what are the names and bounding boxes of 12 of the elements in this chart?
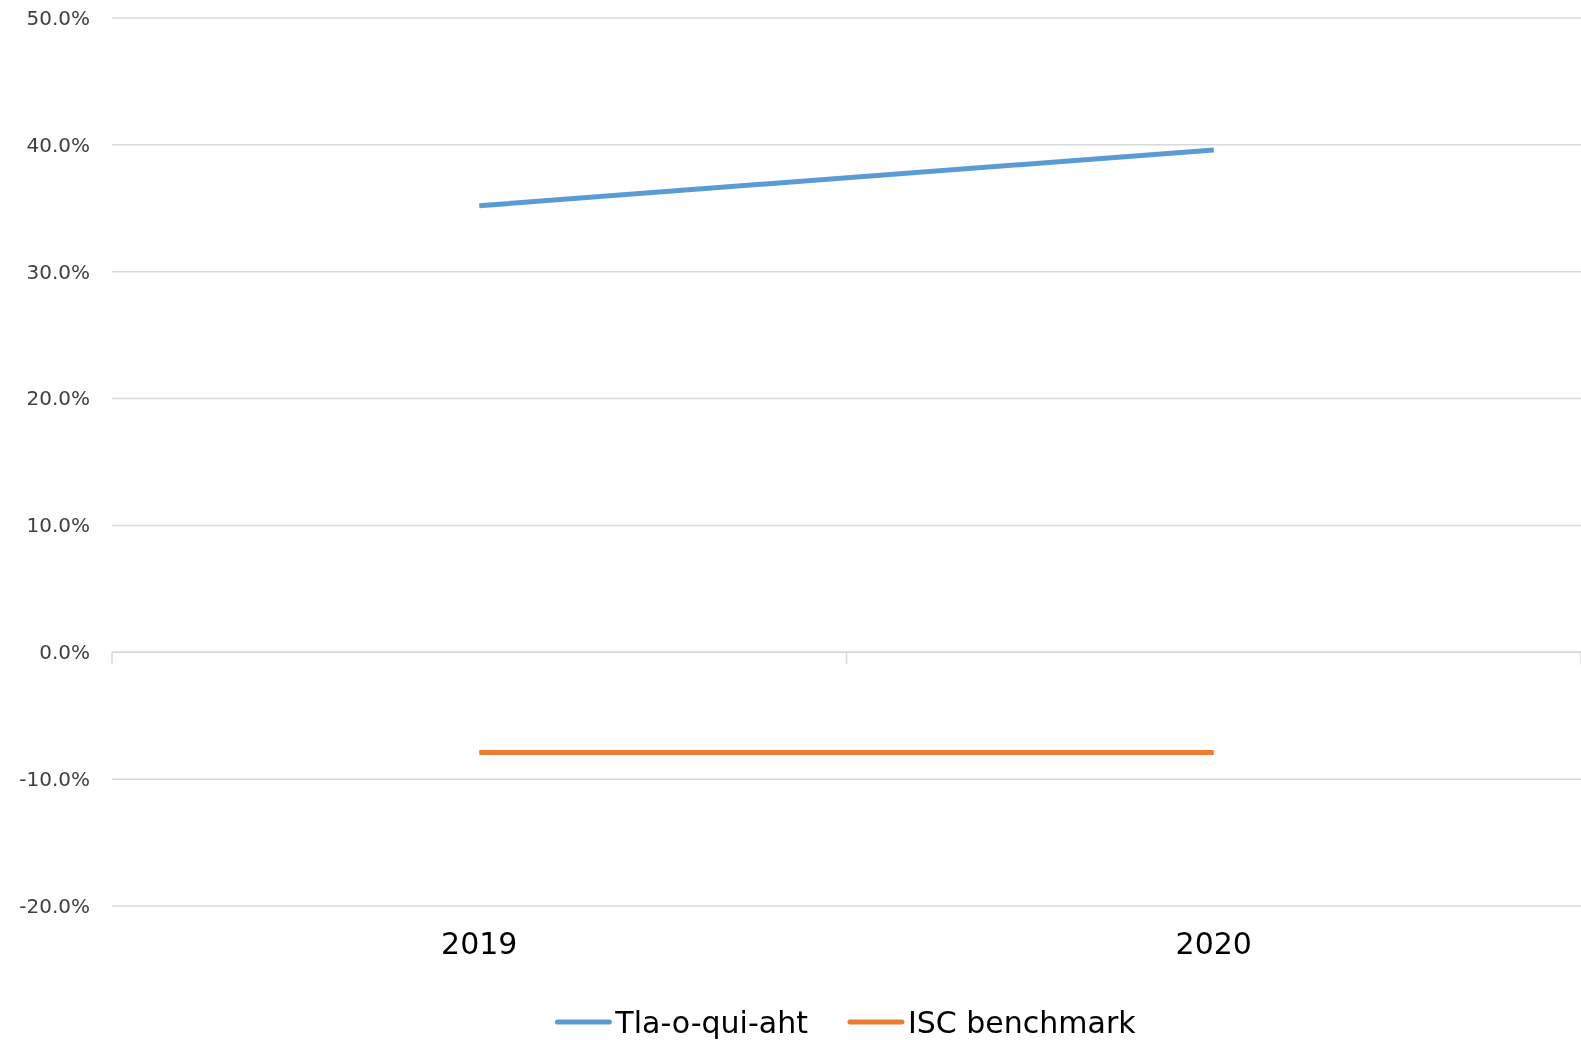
x-tick-label: 2020 (1175, 926, 1252, 961)
y-tick-label: 30.0% (26, 259, 90, 284)
legend-label: Tla-o-qui-aht (614, 1005, 809, 1040)
y-tick-label: -10.0% (19, 767, 90, 792)
y-tick-label: 40.0% (26, 132, 90, 157)
y-tick-label: 50.0% (26, 5, 90, 30)
legend-label: ISC benchmark (907, 1005, 1137, 1040)
y-tick-label: 20.0% (26, 386, 90, 411)
x-tick-label: 2019 (441, 926, 518, 961)
y-tick-label: 10.0% (26, 513, 90, 538)
y-tick-label: -20.0% (19, 893, 90, 918)
y-tick-label: 0.0% (39, 640, 90, 665)
